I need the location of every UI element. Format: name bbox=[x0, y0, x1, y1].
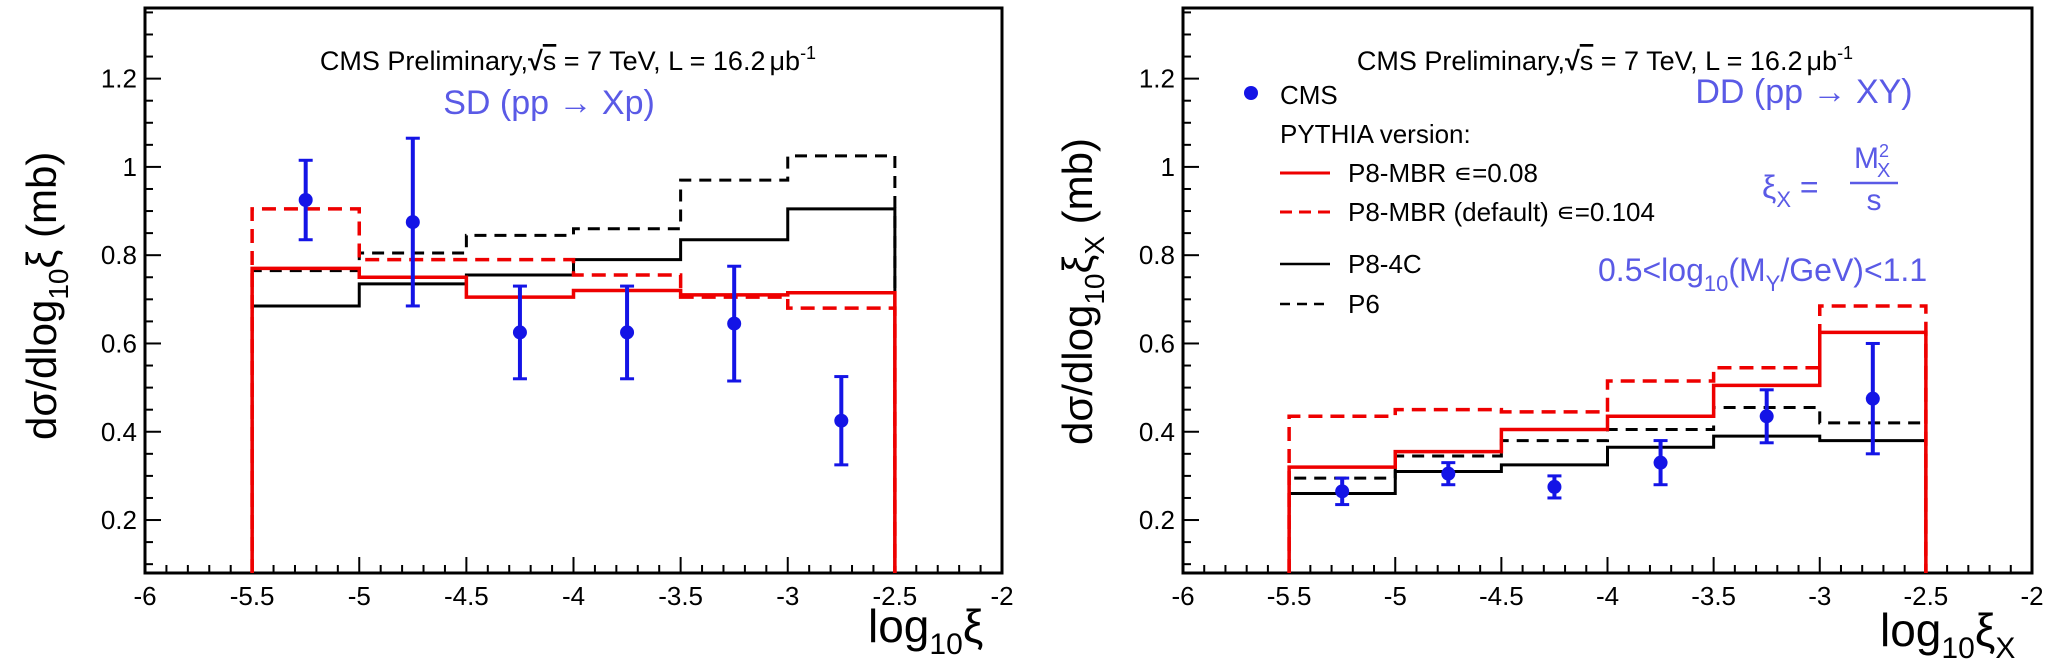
sd-cms-point bbox=[620, 325, 635, 340]
dd-series bbox=[1287, 304, 1928, 573]
legend-cms-marker bbox=[1244, 86, 1258, 100]
dd-x-tick-label: -3.5 bbox=[1691, 581, 1736, 611]
dd-legend: CMS PYTHIA version: P8-MBR ∊=0.08 P8-MBR… bbox=[1244, 80, 1655, 319]
sd-x-tick-label: -3 bbox=[776, 581, 799, 611]
dd-x-tick-label: -2.5 bbox=[1903, 581, 1948, 611]
sd-y-tick-label: 1.2 bbox=[101, 64, 137, 94]
dd-cms-point bbox=[1865, 391, 1880, 406]
dd-x-tick-label: -4.5 bbox=[1479, 581, 1524, 611]
sd-axes: -6 -5.5 -5 -4.5 -4 -3.5 -3 -2.5 -2 0.2 0.4 0.6 0.8 1 1… bbox=[101, 11, 1014, 611]
sd-cms-data bbox=[298, 136, 849, 467]
legend-label-p84c: P8-4C bbox=[1348, 249, 1422, 279]
sd-x-tick-label: -2.5 bbox=[872, 581, 917, 611]
legend-label-p8mbr-default: P8-MBR (default) ∊=0.104 bbox=[1348, 197, 1655, 227]
sd-x-tick-label: -6 bbox=[133, 581, 156, 611]
dd-x-axis-label: log10ξX bbox=[1880, 604, 2015, 660]
sd-y-tick-label: 0.6 bbox=[101, 328, 137, 358]
sd-x-tick-label: -5 bbox=[348, 581, 371, 611]
dd-header: CMS Preliminary,√s = 7 TeV, L = 16.2 μb-1 bbox=[1357, 43, 1853, 76]
dd-x-tick-label: -5.5 bbox=[1267, 581, 1312, 611]
sd-y-tick-label: 0.8 bbox=[101, 240, 137, 270]
sd-x-tick-label: -4 bbox=[562, 581, 585, 611]
dd-series-p6 bbox=[1287, 405, 1928, 573]
dd-cms-point bbox=[1759, 409, 1774, 424]
dd-x-tick-label: -5 bbox=[1384, 581, 1407, 611]
dd-axes: -6 -5.5 -5 -4.5 -4 -3.5 -3 -2.5 -2 0.2 0.4 0.6 0.8 1 1… bbox=[1139, 11, 2044, 611]
formula-lhs: ξX = bbox=[1762, 169, 1819, 212]
sd-x-tick-label: -2 bbox=[990, 581, 1013, 611]
formula-denominator: s bbox=[1867, 184, 1882, 217]
sd-y-tick-label: 1 bbox=[123, 152, 137, 182]
formula-numerator: M2 X bbox=[1854, 141, 1890, 182]
dd-series-p8-mbr-0-08 bbox=[1287, 330, 1928, 573]
legend-label-p6: P6 bbox=[1348, 289, 1380, 319]
sd-series-p6 bbox=[250, 154, 897, 573]
sd-cms-point bbox=[834, 413, 849, 428]
sd-x-axis-label: log10ξ bbox=[868, 600, 983, 660]
sd-y-axis-label: dσ/dlog10ξ (mb) bbox=[18, 152, 74, 440]
dd-cms-point bbox=[1335, 484, 1350, 499]
sd-x-tick-label: -5.5 bbox=[230, 581, 275, 611]
sd-cms-point bbox=[512, 325, 527, 340]
legend-header: PYTHIA version: bbox=[1280, 119, 1471, 149]
dd-series-p8-4c bbox=[1287, 434, 1928, 573]
dd-mass-cut: 0.5<log10(MY/GeV)<1.1 bbox=[1598, 252, 1927, 296]
legend-label-p8mbr: P8-MBR ∊=0.08 bbox=[1348, 158, 1538, 188]
dd-x-tick-label: -4 bbox=[1596, 581, 1619, 611]
sd-x-tick-label: -3.5 bbox=[658, 581, 703, 611]
dd-process-label: DD (pp → XY) bbox=[1695, 73, 1912, 111]
dd-y-tick-label: 0.6 bbox=[1139, 328, 1175, 358]
sd-series bbox=[250, 154, 897, 573]
sd-series-p8-4c bbox=[250, 207, 897, 573]
dd-y-tick-label: 1 bbox=[1161, 152, 1175, 182]
dd-y-tick-label: 0.8 bbox=[1139, 240, 1175, 270]
dd-cms-point bbox=[1441, 466, 1456, 481]
sd-y-tick-label: 0.4 bbox=[101, 417, 137, 447]
sd-y-tick-label: 0.2 bbox=[101, 505, 137, 535]
sd-header: CMS Preliminary,√s = 7 TeV, L = 16.2 μb-1 bbox=[320, 43, 816, 76]
sd-series-p8-mbr-0-08 bbox=[250, 266, 897, 573]
dd-y-axis-label: dσ/dlog10ξX (mb) bbox=[1054, 138, 1110, 445]
dd-y-tick-label: 0.4 bbox=[1139, 417, 1175, 447]
dd-cms-data bbox=[1335, 341, 1880, 507]
dd-y-tick-label: 0.2 bbox=[1139, 505, 1175, 535]
dd-x-tick-label: -3 bbox=[1808, 581, 1831, 611]
dd-panel: -6 -5.5 -5 -4.5 -4 -3.5 -3 -2.5 -2 0.2 0.4 0.6 0.8 1 1… bbox=[1054, 6, 2044, 665]
sd-cms-point bbox=[727, 316, 742, 331]
sd-cms-point bbox=[298, 193, 313, 208]
dd-y-tick-label: 1.2 bbox=[1139, 64, 1175, 94]
sd-panel: -6 -5.5 -5 -4.5 -4 -3.5 -3 -2.5 -2 0.2 0.4 0.6 0.8 1 1… bbox=[18, 6, 1014, 661]
dd-cms-point bbox=[1547, 479, 1562, 494]
legend-cms-label: CMS bbox=[1280, 80, 1338, 110]
dd-cms-point bbox=[1653, 455, 1668, 470]
sd-cms-point bbox=[405, 215, 420, 230]
dd-x-tick-label: -2 bbox=[2020, 581, 2043, 611]
dd-x-tick-label: -6 bbox=[1171, 581, 1194, 611]
sd-series-p8-mbr-default-0-104 bbox=[250, 207, 897, 573]
sd-process-label: SD (pp → Xp) bbox=[443, 84, 655, 122]
dd-xi-formula: ξX = M2 X s bbox=[1762, 141, 1898, 217]
sd-x-tick-label: -4.5 bbox=[444, 581, 489, 611]
